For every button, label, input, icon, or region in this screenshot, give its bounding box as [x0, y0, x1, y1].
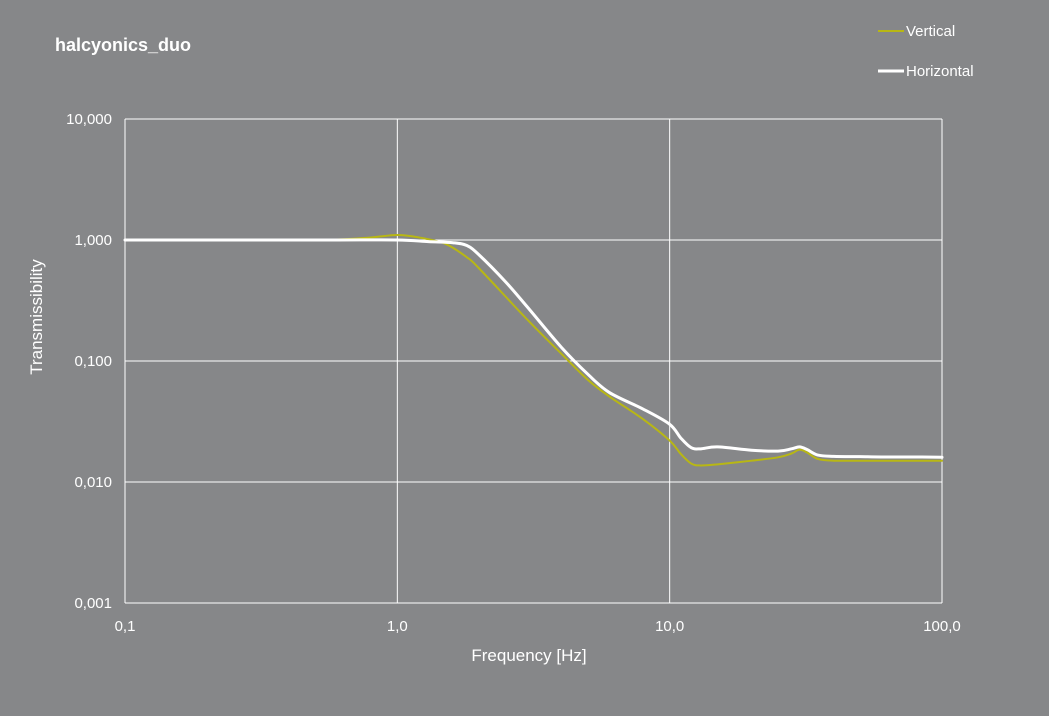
- chart-title: halcyonics_duo: [55, 35, 191, 55]
- x-axis-ticks: 0,1 1,0 10,0 100,0: [115, 618, 961, 635]
- y-tick-label: 1,000: [74, 232, 112, 249]
- x-tick-label: 10,0: [655, 618, 684, 635]
- y-tick-label: 0,001: [74, 595, 112, 612]
- y-axis-ticks: 0,001 0,010 0,100 1,000 10,000: [66, 111, 112, 612]
- legend-label-horizontal: Horizontal: [906, 63, 974, 80]
- x-tick-label: 100,0: [923, 618, 961, 635]
- series-line-vertical: [124, 233, 943, 467]
- x-axis-title: Frequency [Hz]: [471, 646, 586, 665]
- series-lines: [123, 233, 944, 467]
- y-axis-title: Transmissibility: [27, 259, 46, 375]
- y-tick-label: 0,100: [74, 353, 112, 370]
- y-tick-label: 0,010: [74, 474, 112, 491]
- legend: Vertical Horizontal: [878, 23, 974, 80]
- x-tick-label: 1,0: [387, 618, 408, 635]
- legend-label-vertical: Vertical: [906, 23, 955, 40]
- y-tick-label: 10,000: [66, 111, 112, 128]
- x-tick-label: 0,1: [115, 618, 136, 635]
- series-line-horizontal: [123, 238, 944, 459]
- grid: [124, 118, 943, 604]
